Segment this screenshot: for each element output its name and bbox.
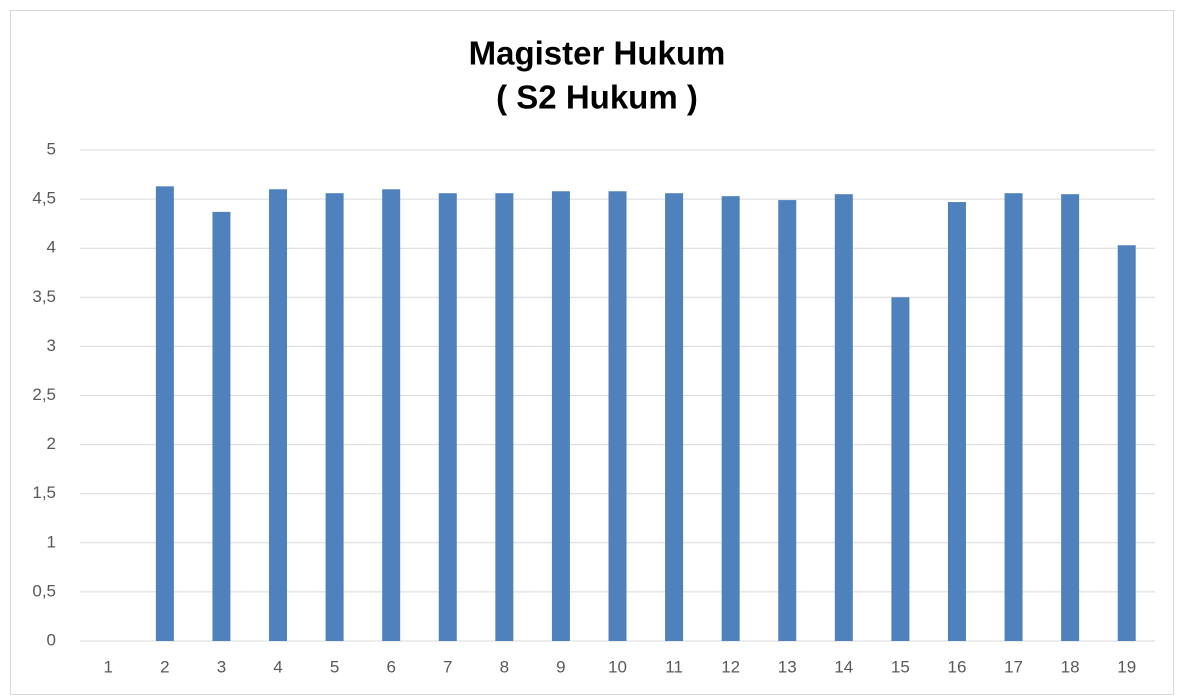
x-tick-label: 7: [443, 657, 452, 676]
chart-subtitle: ( S2 Hukum ): [496, 79, 698, 116]
y-tick-label: 0: [47, 630, 56, 649]
x-tick-label: 1: [104, 657, 113, 676]
x-tick-label: 16: [948, 657, 967, 676]
x-tick-label: 12: [721, 657, 740, 676]
x-tick-label: 2: [160, 657, 169, 676]
bar: [382, 189, 401, 641]
bar: [778, 200, 797, 641]
x-tick-label: 3: [217, 657, 226, 676]
x-tick-label: 11: [665, 657, 683, 676]
y-tick-label: 3: [47, 336, 56, 355]
bar: [495, 193, 514, 641]
x-tick-label: 6: [386, 657, 395, 676]
bar: [155, 186, 174, 642]
bar: [608, 191, 627, 641]
x-tick-label: 14: [834, 657, 853, 676]
bar: [438, 193, 457, 641]
bar: [1117, 245, 1136, 641]
x-tick-label: 19: [1117, 657, 1136, 676]
x-tick-label: 15: [891, 657, 910, 676]
bar: [1004, 193, 1023, 641]
bar: [269, 189, 288, 641]
chart-border: [10, 10, 1174, 695]
x-tick-label: 13: [778, 657, 797, 676]
y-tick-label: 1,5: [32, 483, 56, 502]
y-tick-label: 4,5: [32, 189, 56, 208]
y-tick-label: 4: [47, 238, 56, 257]
y-tick-label: 2: [47, 434, 56, 453]
bar: [212, 211, 231, 641]
bar: [325, 193, 344, 641]
x-tick-label: 10: [608, 657, 627, 676]
bar: [665, 193, 684, 641]
bar: [834, 194, 853, 641]
bar: [551, 191, 570, 641]
x-tick-label: 4: [273, 657, 282, 676]
y-tick-label: 5: [47, 139, 56, 158]
y-tick-label: 2,5: [32, 385, 56, 404]
bar: [721, 196, 740, 642]
bar: [891, 297, 910, 641]
bar: [1061, 194, 1080, 641]
x-tick-label: 5: [330, 657, 339, 676]
y-tick-label: 1: [47, 532, 56, 551]
x-tick-label: 8: [500, 657, 509, 676]
x-tick-label: 17: [1004, 657, 1023, 676]
bar: [947, 202, 966, 641]
x-tick-label: 9: [556, 657, 565, 676]
y-tick-label: 0,5: [32, 581, 56, 600]
x-tick-label: 18: [1061, 657, 1080, 676]
y-tick-label: 3,5: [32, 287, 56, 306]
chart-title: Magister Hukum: [469, 35, 726, 72]
